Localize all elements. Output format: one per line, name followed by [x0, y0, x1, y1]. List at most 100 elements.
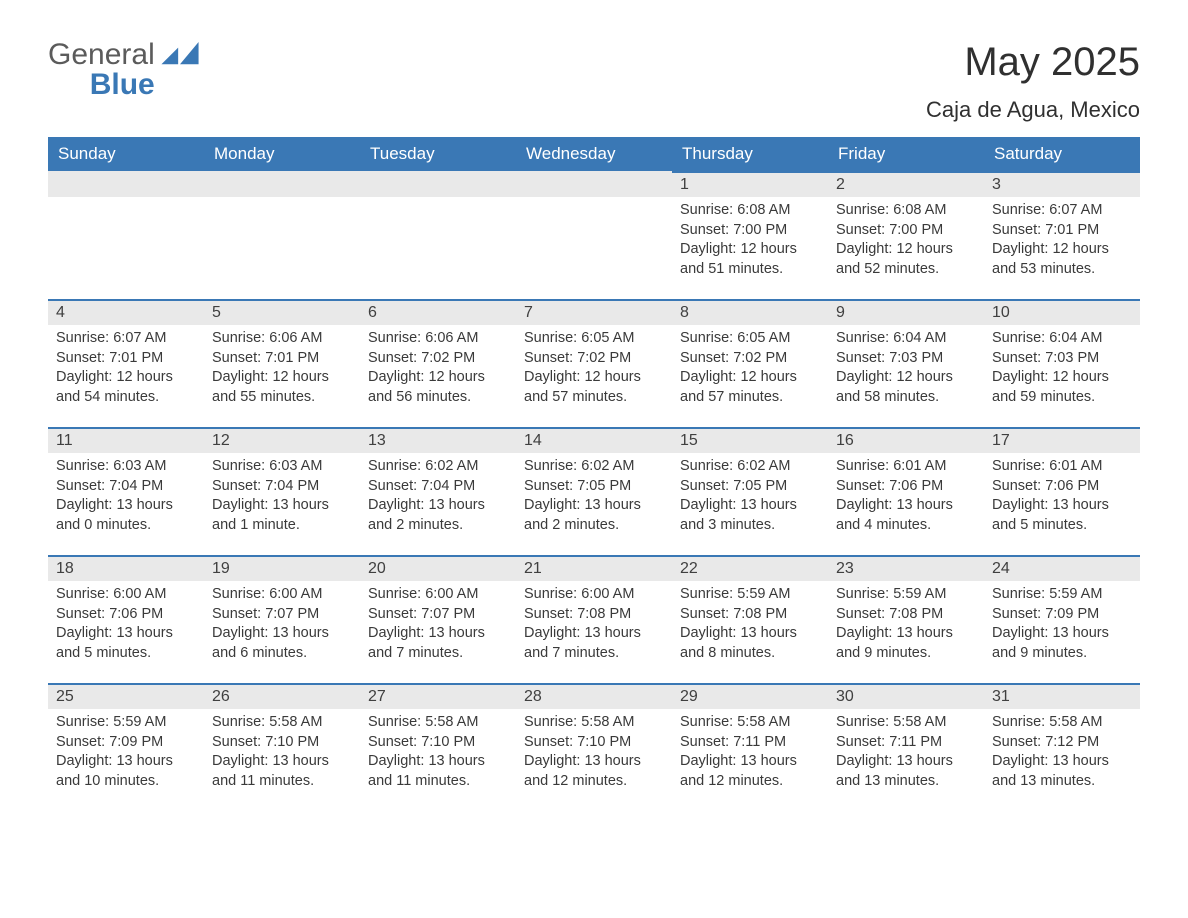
day-daylight2: and 10 minutes.: [56, 772, 196, 792]
day-sunset: Sunset: 7:11 PM: [680, 733, 820, 753]
day-number: 28: [516, 683, 672, 709]
day-cell: 1Sunrise: 6:08 AMSunset: 7:00 PMDaylight…: [672, 171, 828, 299]
day-sunrise: Sunrise: 6:06 AM: [212, 329, 352, 349]
day-daylight1: Daylight: 12 hours: [524, 368, 664, 388]
day-daylight1: Daylight: 13 hours: [992, 496, 1132, 516]
weekday-header: Friday: [828, 137, 984, 171]
day-daylight2: and 8 minutes.: [680, 644, 820, 664]
day-daylight1: Daylight: 12 hours: [212, 368, 352, 388]
day-number: 24: [984, 555, 1140, 581]
day-sunset: Sunset: 7:11 PM: [836, 733, 976, 753]
day-details: Sunrise: 5:58 AMSunset: 7:11 PMDaylight:…: [672, 709, 828, 791]
day-details: Sunrise: 6:08 AMSunset: 7:00 PMDaylight:…: [828, 197, 984, 279]
day-details: Sunrise: 6:05 AMSunset: 7:02 PMDaylight:…: [516, 325, 672, 407]
day-daylight1: Daylight: 13 hours: [56, 624, 196, 644]
day-cell: 25Sunrise: 5:59 AMSunset: 7:09 PMDayligh…: [48, 683, 204, 811]
weekday-header: Wednesday: [516, 137, 672, 171]
day-sunrise: Sunrise: 6:01 AM: [992, 457, 1132, 477]
day-sunset: Sunset: 7:10 PM: [368, 733, 508, 753]
day-sunrise: Sunrise: 6:07 AM: [56, 329, 196, 349]
day-sunset: Sunset: 7:07 PM: [212, 605, 352, 625]
day-daylight1: Daylight: 13 hours: [524, 496, 664, 516]
day-details: Sunrise: 5:58 AMSunset: 7:12 PMDaylight:…: [984, 709, 1140, 791]
day-daylight2: and 12 minutes.: [680, 772, 820, 792]
day-daylight1: Daylight: 12 hours: [680, 240, 820, 260]
day-cell: 13Sunrise: 6:02 AMSunset: 7:04 PMDayligh…: [360, 427, 516, 555]
day-details: Sunrise: 6:00 AMSunset: 7:07 PMDaylight:…: [360, 581, 516, 663]
weekday-header: Saturday: [984, 137, 1140, 171]
day-number: 4: [48, 299, 204, 325]
day-details: Sunrise: 5:59 AMSunset: 7:09 PMDaylight:…: [984, 581, 1140, 663]
calendar-grid: Sunday Monday Tuesday Wednesday Thursday…: [48, 137, 1140, 811]
day-cell: 9Sunrise: 6:04 AMSunset: 7:03 PMDaylight…: [828, 299, 984, 427]
day-daylight1: Daylight: 13 hours: [212, 624, 352, 644]
day-daylight2: and 58 minutes.: [836, 388, 976, 408]
day-cell: [516, 171, 672, 299]
day-cell: 3Sunrise: 6:07 AMSunset: 7:01 PMDaylight…: [984, 171, 1140, 299]
day-number: 29: [672, 683, 828, 709]
day-number: 15: [672, 427, 828, 453]
day-sunset: Sunset: 7:08 PM: [836, 605, 976, 625]
day-cell: 10Sunrise: 6:04 AMSunset: 7:03 PMDayligh…: [984, 299, 1140, 427]
brand-triangle-icon: [161, 42, 199, 68]
day-daylight2: and 9 minutes.: [992, 644, 1132, 664]
day-daylight1: Daylight: 13 hours: [368, 496, 508, 516]
day-cell: 16Sunrise: 6:01 AMSunset: 7:06 PMDayligh…: [828, 427, 984, 555]
day-daylight1: Daylight: 13 hours: [56, 496, 196, 516]
day-sunset: Sunset: 7:09 PM: [56, 733, 196, 753]
brand-logo: General Blue: [48, 40, 199, 100]
day-daylight2: and 59 minutes.: [992, 388, 1132, 408]
day-details: Sunrise: 6:01 AMSunset: 7:06 PMDaylight:…: [984, 453, 1140, 535]
day-daylight1: Daylight: 13 hours: [368, 624, 508, 644]
day-number: 5: [204, 299, 360, 325]
day-number: 11: [48, 427, 204, 453]
day-number: 31: [984, 683, 1140, 709]
day-details: Sunrise: 6:04 AMSunset: 7:03 PMDaylight:…: [828, 325, 984, 407]
day-sunrise: Sunrise: 6:00 AM: [212, 585, 352, 605]
weekday-header: Thursday: [672, 137, 828, 171]
day-number: 17: [984, 427, 1140, 453]
day-cell: 5Sunrise: 6:06 AMSunset: 7:01 PMDaylight…: [204, 299, 360, 427]
day-details: Sunrise: 5:59 AMSunset: 7:08 PMDaylight:…: [828, 581, 984, 663]
day-sunrise: Sunrise: 6:07 AM: [992, 201, 1132, 221]
day-sunrise: Sunrise: 5:58 AM: [524, 713, 664, 733]
day-number: 16: [828, 427, 984, 453]
day-number: [360, 171, 516, 197]
day-daylight2: and 11 minutes.: [212, 772, 352, 792]
day-daylight1: Daylight: 12 hours: [992, 240, 1132, 260]
day-daylight2: and 11 minutes.: [368, 772, 508, 792]
day-daylight2: and 2 minutes.: [524, 516, 664, 536]
day-sunset: Sunset: 7:02 PM: [368, 349, 508, 369]
day-sunrise: Sunrise: 6:00 AM: [368, 585, 508, 605]
day-number: 30: [828, 683, 984, 709]
day-details: Sunrise: 6:08 AMSunset: 7:00 PMDaylight:…: [672, 197, 828, 279]
day-sunrise: Sunrise: 5:58 AM: [680, 713, 820, 733]
day-details: Sunrise: 6:02 AMSunset: 7:05 PMDaylight:…: [516, 453, 672, 535]
day-sunset: Sunset: 7:06 PM: [836, 477, 976, 497]
day-daylight1: Daylight: 12 hours: [368, 368, 508, 388]
day-number: 9: [828, 299, 984, 325]
day-cell: 30Sunrise: 5:58 AMSunset: 7:11 PMDayligh…: [828, 683, 984, 811]
day-sunset: Sunset: 7:04 PM: [212, 477, 352, 497]
day-daylight2: and 0 minutes.: [56, 516, 196, 536]
brand-text: General Blue: [48, 40, 155, 100]
day-cell: 8Sunrise: 6:05 AMSunset: 7:02 PMDaylight…: [672, 299, 828, 427]
day-details: Sunrise: 6:07 AMSunset: 7:01 PMDaylight:…: [48, 325, 204, 407]
location-subtitle: Caja de Agua, Mexico: [926, 97, 1140, 123]
brand-name-part1: General: [48, 38, 155, 71]
day-daylight1: Daylight: 12 hours: [836, 368, 976, 388]
day-sunset: Sunset: 7:05 PM: [680, 477, 820, 497]
day-number: 19: [204, 555, 360, 581]
day-daylight1: Daylight: 12 hours: [992, 368, 1132, 388]
day-cell: 17Sunrise: 6:01 AMSunset: 7:06 PMDayligh…: [984, 427, 1140, 555]
day-daylight2: and 7 minutes.: [524, 644, 664, 664]
day-details: Sunrise: 6:00 AMSunset: 7:06 PMDaylight:…: [48, 581, 204, 663]
day-details: Sunrise: 6:03 AMSunset: 7:04 PMDaylight:…: [204, 453, 360, 535]
day-daylight1: Daylight: 12 hours: [56, 368, 196, 388]
day-sunrise: Sunrise: 5:59 AM: [680, 585, 820, 605]
day-cell: 27Sunrise: 5:58 AMSunset: 7:10 PMDayligh…: [360, 683, 516, 811]
day-sunrise: Sunrise: 5:58 AM: [368, 713, 508, 733]
day-cell: 20Sunrise: 6:00 AMSunset: 7:07 PMDayligh…: [360, 555, 516, 683]
day-daylight1: Daylight: 13 hours: [992, 624, 1132, 644]
brand-name-part2: Blue: [48, 70, 155, 100]
